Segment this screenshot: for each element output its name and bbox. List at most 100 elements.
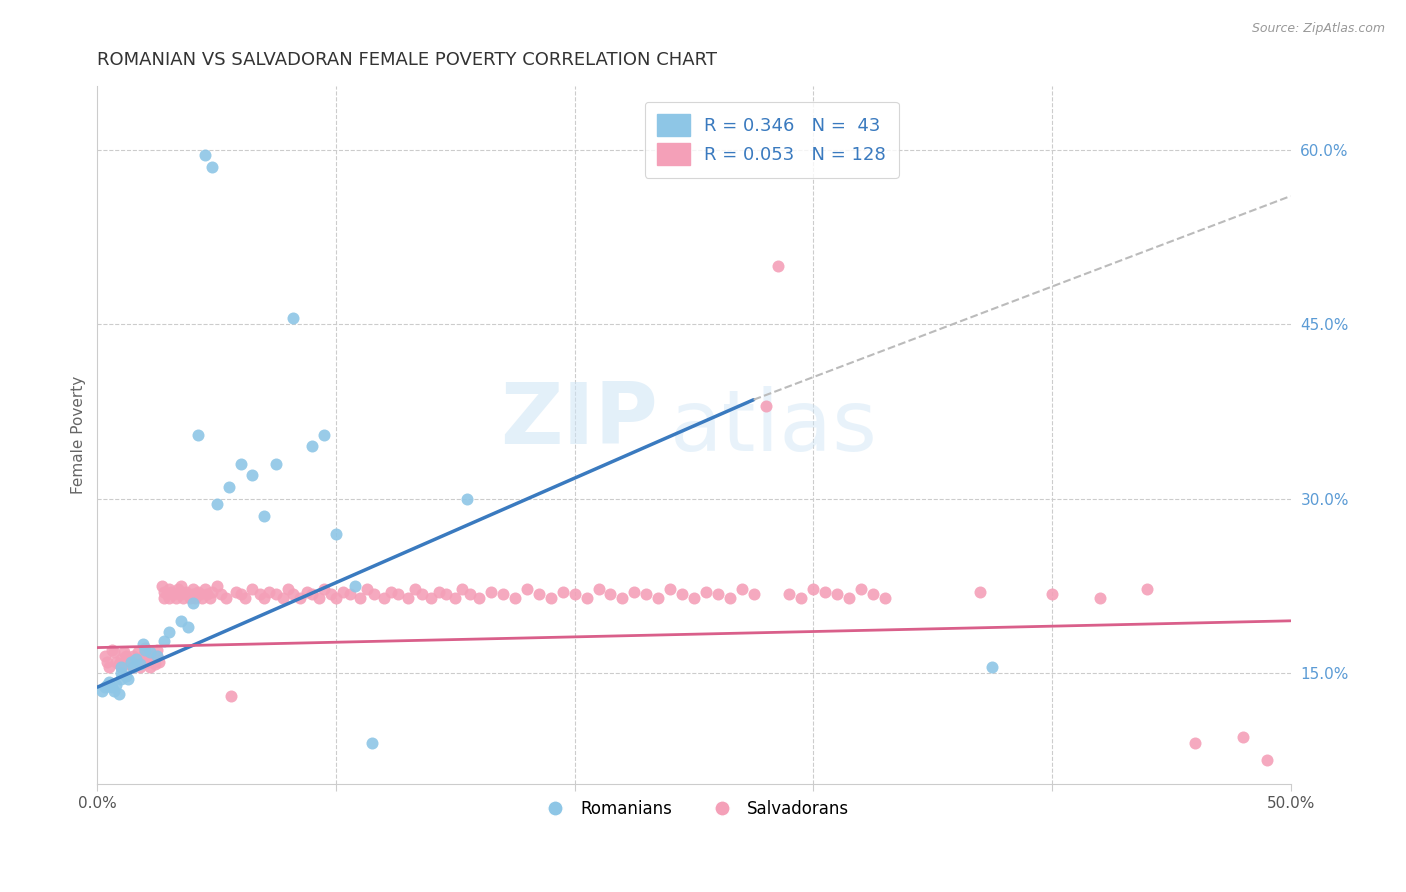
Point: [146, 643, 169, 657]
Point: [551, 584, 574, 599]
Point: [139, 648, 162, 663]
Point: [790, 591, 813, 605]
Point: [211, 587, 233, 601]
Point: [849, 582, 872, 597]
Point: [146, 648, 169, 663]
Point: [281, 311, 304, 326]
Point: [731, 582, 754, 597]
Point: [321, 587, 343, 601]
Point: [671, 587, 693, 601]
Point: [129, 657, 152, 671]
Point: [273, 591, 295, 605]
Point: [153, 591, 176, 605]
Point: [360, 736, 382, 750]
Point: [225, 584, 247, 599]
Point: [683, 591, 706, 605]
Point: [131, 648, 153, 663]
Point: [778, 587, 800, 601]
Point: [325, 526, 347, 541]
Point: [308, 591, 330, 605]
Point: [838, 591, 860, 605]
Point: [181, 596, 204, 610]
Point: [218, 480, 240, 494]
Point: [194, 582, 217, 597]
Point: [163, 587, 186, 601]
Point: [253, 591, 276, 605]
Point: [516, 582, 538, 597]
Point: [229, 587, 252, 601]
Point: [194, 148, 217, 162]
Text: ROMANIAN VS SALVADORAN FEMALE POVERTY CORRELATION CHART: ROMANIAN VS SALVADORAN FEMALE POVERTY CO…: [97, 51, 717, 69]
Point: [98, 675, 121, 690]
Point: [110, 652, 132, 666]
Point: [98, 660, 121, 674]
Point: [115, 648, 138, 663]
Point: [695, 584, 717, 599]
Point: [229, 457, 252, 471]
Point: [172, 591, 194, 605]
Point: [96, 678, 118, 692]
Point: [718, 591, 741, 605]
Point: [134, 643, 156, 657]
Point: [451, 582, 474, 597]
Point: [396, 591, 419, 605]
Point: [177, 620, 200, 634]
Point: [165, 591, 187, 605]
Point: [380, 584, 402, 599]
Point: [242, 582, 264, 597]
Point: [124, 652, 146, 666]
Point: [659, 582, 682, 597]
Point: [187, 427, 209, 442]
Point: [170, 614, 193, 628]
Point: [179, 591, 201, 605]
Point: [862, 587, 884, 601]
Point: [155, 587, 177, 601]
Text: Source: ZipAtlas.com: Source: ZipAtlas.com: [1251, 22, 1385, 36]
Point: [427, 584, 450, 599]
Point: [540, 591, 562, 605]
Point: [801, 582, 824, 597]
Point: [1136, 582, 1159, 597]
Point: [120, 655, 142, 669]
Point: [281, 587, 304, 601]
Point: [195, 587, 218, 601]
Point: [157, 591, 180, 605]
Point: [143, 657, 166, 671]
Point: [969, 584, 991, 599]
Point: [344, 579, 367, 593]
Point: [103, 683, 125, 698]
Point: [1256, 754, 1278, 768]
Point: [108, 687, 131, 701]
Point: [588, 582, 610, 597]
Point: [181, 582, 204, 597]
Point: [134, 645, 156, 659]
Point: [873, 591, 896, 605]
Point: [205, 579, 228, 593]
Point: [636, 587, 658, 601]
Point: [129, 655, 152, 669]
Point: [115, 668, 138, 682]
Point: [139, 660, 162, 674]
Point: [110, 660, 132, 674]
Point: [266, 457, 288, 471]
Point: [266, 587, 288, 601]
Point: [981, 660, 1004, 674]
Point: [527, 587, 550, 601]
Point: [153, 584, 176, 599]
Point: [181, 587, 204, 601]
Point: [456, 491, 478, 506]
Point: [108, 657, 131, 671]
Point: [434, 587, 457, 601]
Point: [363, 587, 385, 601]
Point: [96, 655, 118, 669]
Point: [146, 648, 169, 663]
Point: [148, 655, 170, 669]
Point: [120, 655, 142, 669]
Point: [420, 591, 443, 605]
Point: [468, 591, 491, 605]
Legend: Romanians, Salvadorans: Romanians, Salvadorans: [531, 793, 856, 824]
Point: [411, 587, 433, 601]
Point: [136, 655, 159, 669]
Point: [110, 672, 132, 686]
Point: [755, 399, 778, 413]
